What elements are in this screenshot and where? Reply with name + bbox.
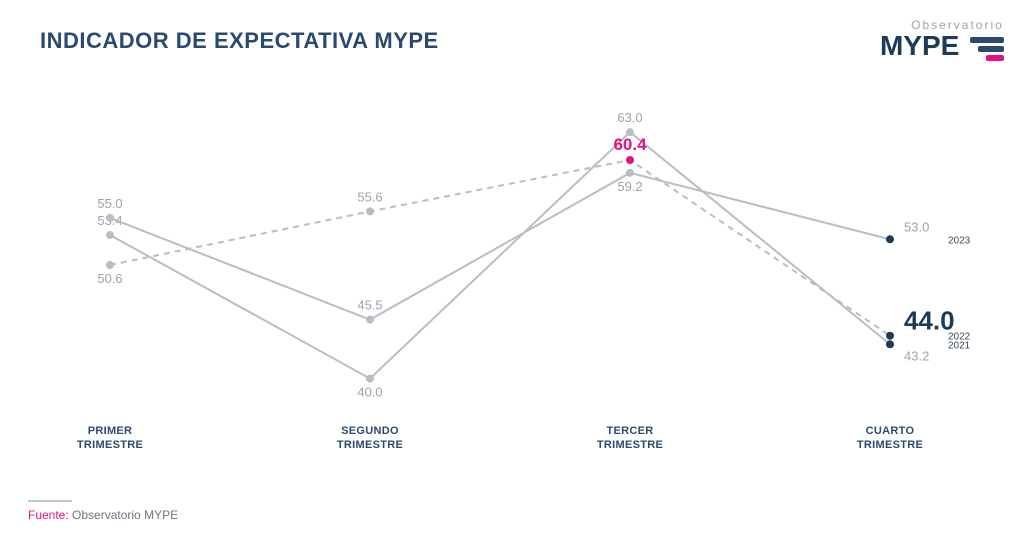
x-axis-sublabel: TRIMESTRE xyxy=(857,439,923,451)
series-marker xyxy=(366,316,374,324)
source-label: Fuente: xyxy=(28,508,69,522)
series-point-label: 59.2 xyxy=(617,179,642,194)
series-point-label: 60.4 xyxy=(613,135,647,154)
series-marker xyxy=(106,261,114,269)
logo-bar-3 xyxy=(986,55,1004,61)
logo-bar-2 xyxy=(978,46,1004,52)
series-point-label: 55.6 xyxy=(357,189,382,204)
x-axis-sublabel: TRIMESTRE xyxy=(77,439,143,451)
x-axis-sublabel: TRIMESTRE xyxy=(337,439,403,451)
series-marker xyxy=(366,207,374,215)
source-value: Observatorio MYPE xyxy=(69,508,178,522)
series-marker xyxy=(886,235,894,243)
brand-logo: Observatorio MYPE xyxy=(880,18,1004,64)
series-marker xyxy=(626,169,634,177)
series-marker xyxy=(626,156,634,164)
footer-rule xyxy=(28,500,72,502)
x-axis-sublabel: TRIMESTRE xyxy=(597,439,663,451)
series-marker xyxy=(106,214,114,222)
series-marker xyxy=(886,332,894,340)
x-axis-label: TERCER xyxy=(606,425,653,437)
x-axis-label: CUARTO xyxy=(866,425,915,437)
series-point-label: 40.0 xyxy=(357,385,382,400)
logo-wordmark: MYPE xyxy=(880,30,959,61)
x-axis-label: PRIMER xyxy=(88,425,133,437)
series-point-label: 63.0 xyxy=(617,110,642,125)
series-marker xyxy=(886,340,894,348)
line-chart: 53.440.063.043.2202150.655.660.444.02022… xyxy=(30,80,990,480)
logo-bar-1 xyxy=(970,37,1004,43)
series-year-label: 2023 xyxy=(948,235,971,246)
series-line-2021 xyxy=(110,132,890,378)
x-axis-label: SEGUNDO xyxy=(341,425,399,437)
series-point-label: 45.5 xyxy=(357,298,382,313)
series-marker xyxy=(366,375,374,383)
page-title: INDICADOR DE EXPECTATIVA MYPE xyxy=(40,28,439,54)
series-end-label: 43.2 xyxy=(904,348,929,363)
series-point-label: 55.0 xyxy=(97,196,122,211)
logo-bars-icon xyxy=(970,37,1004,64)
source-footer: Fuente: Observatorio MYPE xyxy=(28,500,178,522)
series-line-2023 xyxy=(110,173,890,320)
series-point-label: 50.6 xyxy=(97,271,122,286)
series-marker xyxy=(106,231,114,239)
series-end-label: 53.0 xyxy=(904,219,929,234)
series-year-label: 2022 xyxy=(948,332,971,343)
